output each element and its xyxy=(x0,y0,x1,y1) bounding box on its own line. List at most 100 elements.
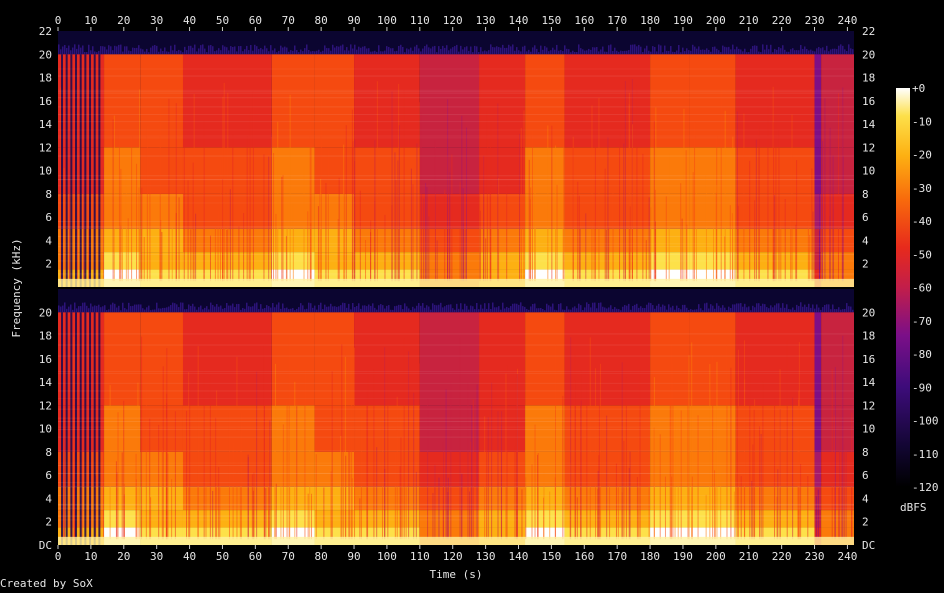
x-tick-label-top: 20 xyxy=(117,14,130,27)
cutoff-fringe xyxy=(90,50,92,55)
cutoff-fringe xyxy=(800,45,802,55)
cutoff-fringe xyxy=(796,50,798,55)
spectrogram-streak xyxy=(83,161,85,282)
cutoff-fringe xyxy=(842,45,844,55)
cutoff-fringe xyxy=(64,45,66,55)
cutoff-fringe xyxy=(258,49,260,55)
cutoff-fringe xyxy=(508,307,510,313)
spectrogram-streak xyxy=(469,491,471,540)
cutoff-fringe xyxy=(602,306,604,313)
x-tick-label-bottom: 130 xyxy=(476,550,496,563)
channel-1-spectrogram xyxy=(58,44,854,287)
spectrogram-streak xyxy=(209,375,211,540)
spectrogram-streak xyxy=(289,428,291,540)
spectrogram-band xyxy=(314,312,355,406)
spectrogram-streak xyxy=(549,491,551,540)
cutoff-fringe xyxy=(152,309,154,313)
cutoff-fringe xyxy=(362,46,364,55)
cutoff-fringe xyxy=(244,49,246,55)
cutoff-fringe xyxy=(532,304,534,313)
cutoff-fringe xyxy=(558,50,560,55)
cutoff-fringe xyxy=(702,49,704,55)
cutoff-fringe xyxy=(686,307,688,313)
cutoff-fringe xyxy=(158,51,160,55)
cutoff-fringe xyxy=(128,50,130,55)
spectrogram-streak xyxy=(323,487,325,540)
spectrogram-streak xyxy=(384,347,386,540)
spectrogram-streak xyxy=(359,190,361,282)
spectrogram-streak xyxy=(253,472,255,540)
cutoff-fringe xyxy=(764,304,766,313)
spectrogram-streak xyxy=(449,168,451,282)
spectrogram-streak xyxy=(227,92,229,282)
cutoff-fringe xyxy=(592,47,594,55)
spectrogram-streak xyxy=(381,416,383,540)
spectrogram-streak xyxy=(485,238,487,282)
cutoff-fringe xyxy=(672,305,674,313)
spectrogram-streak xyxy=(506,184,508,282)
spectrogram-streak xyxy=(367,371,369,540)
spectrogram-gap xyxy=(79,54,82,287)
spectrogram-streak xyxy=(824,98,826,282)
spectrogram-streak xyxy=(209,235,211,282)
spectrogram-band xyxy=(182,486,272,511)
spectrogram-band xyxy=(525,510,565,528)
cutoff-fringe xyxy=(210,44,212,55)
cutoff-fringe xyxy=(404,303,406,313)
spectrogram-streak xyxy=(777,469,779,540)
spectrogram-streak xyxy=(669,388,671,540)
spectrogram-band xyxy=(735,54,815,148)
cutoff-fringe xyxy=(478,51,480,55)
spectrogram-harmonic xyxy=(58,135,854,137)
spectrogram-streak xyxy=(394,452,396,540)
spectrogram-streak xyxy=(168,98,170,282)
spectrogram-streak xyxy=(752,444,754,540)
spectrogram-streak xyxy=(461,473,463,540)
cutoff-fringe xyxy=(548,305,550,313)
spectrogram-streak xyxy=(574,380,576,540)
spectrogram-streak xyxy=(131,136,133,282)
spectrogram-streak xyxy=(759,426,761,540)
cutoff-fringe xyxy=(530,51,532,55)
cutoff-fringe xyxy=(88,44,90,55)
spectrogram-streak xyxy=(687,369,689,540)
cutoff-fringe xyxy=(594,47,596,55)
spectrogram-streak xyxy=(195,213,197,282)
cutoff-fringe xyxy=(388,305,390,313)
cutoff-fringe xyxy=(310,303,312,313)
cutoff-fringe xyxy=(648,302,650,313)
cutoff-fringe xyxy=(222,45,224,55)
cutoff-fringe xyxy=(760,305,762,313)
spectrogram-streak xyxy=(631,194,633,282)
spectrogram-streak xyxy=(203,119,205,282)
cutoff-fringe xyxy=(822,307,824,313)
spectrogram-streak xyxy=(774,194,776,282)
spectrogram-streak xyxy=(822,141,824,282)
spectrogram-streak xyxy=(792,397,794,540)
spectrogram-streak xyxy=(791,114,793,282)
spectrogram-band xyxy=(814,451,822,487)
colorbar-tick-label: -30 xyxy=(912,182,932,195)
cutoff-fringe xyxy=(268,51,270,55)
cutoff-fringe xyxy=(270,307,272,313)
cutoff-fringe xyxy=(192,303,194,313)
spectrogram-streak xyxy=(749,367,751,540)
spectrogram-streak xyxy=(671,476,673,540)
cutoff-fringe xyxy=(366,48,368,55)
spectrogram-streak xyxy=(621,362,623,540)
y-tick-label: 6 xyxy=(862,211,869,224)
y-tick-label: 8 xyxy=(862,446,869,459)
cutoff-fringe xyxy=(110,46,112,55)
cutoff-fringe xyxy=(144,309,146,313)
cutoff-fringe xyxy=(658,44,660,55)
cutoff-fringe xyxy=(562,309,564,313)
cutoff-fringe xyxy=(288,51,290,55)
cutoff-fringe xyxy=(690,309,692,313)
cutoff-fringe xyxy=(702,310,704,313)
spectrogram-band xyxy=(271,147,315,194)
spectrogram-streak xyxy=(594,133,596,282)
spectrogram-streak xyxy=(352,141,354,282)
cutoff-fringe xyxy=(784,49,786,55)
cutoff-fringe xyxy=(728,46,730,55)
spectrogram-band xyxy=(564,486,651,511)
